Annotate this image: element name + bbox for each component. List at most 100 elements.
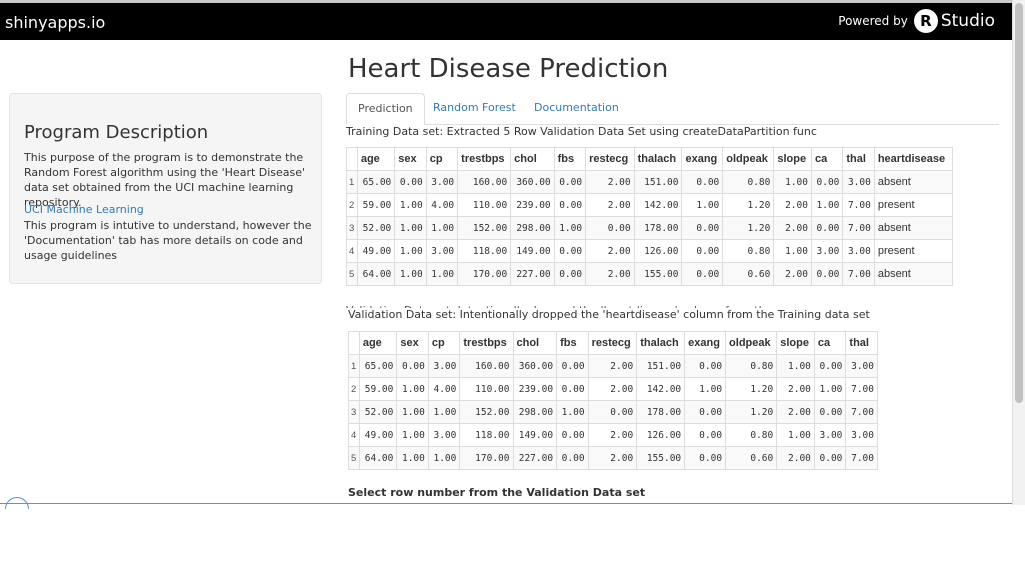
- rstudio-r-icon: R: [913, 9, 938, 33]
- table-cell: 149.00: [512, 423, 558, 447]
- table-row: 4 49.00 1.00 3.00 118.00 149.00 0.00 2.00 126.00…: [348, 423, 878, 447]
- training-col-header: trestbps: [457, 147, 512, 171]
- validation-col-header: slope: [776, 331, 815, 355]
- table-cell: 65.00: [356, 170, 396, 194]
- table-cell: 0.80: [722, 239, 775, 263]
- table-cell: 2.00: [587, 446, 638, 470]
- table-cell: 3.00: [427, 423, 461, 447]
- table-cell: 110.00: [457, 193, 512, 217]
- table-cell: 0.60: [725, 446, 778, 470]
- table-cell: 7.00: [845, 377, 878, 401]
- training-col-header: thal: [842, 147, 875, 171]
- table-cell: 1.00: [773, 170, 812, 194]
- table-cell: 0.00: [553, 170, 587, 194]
- table-cell: 0.00: [681, 262, 724, 286]
- validation-table: age sex cp trestbps chol fbs restecg thalach exa…: [348, 331, 878, 470]
- table-cell: 152.00: [457, 216, 512, 240]
- table-cell: 3.00: [813, 423, 847, 447]
- sidebar-heading: Program Description: [24, 122, 209, 143]
- table-cell: 7.00: [845, 400, 878, 424]
- table-cell: 4.00: [425, 193, 459, 217]
- powered-by-rstudio[interactable]: Powered by R Studio: [838, 9, 995, 33]
- table-cell: 1.00: [394, 239, 427, 263]
- table-cell: 118.00: [459, 423, 514, 447]
- table-cell: 2.00: [776, 400, 815, 424]
- table-cell: 3.00: [425, 239, 459, 263]
- table-cell: 1.00: [776, 354, 815, 378]
- training-col-header: restecg: [585, 147, 635, 171]
- training-col-header: chol: [510, 147, 555, 171]
- row-number: 2: [346, 193, 358, 217]
- table-row: 2 59.00 1.00 4.00 110.00 239.00 0.00 2.00 142.00…: [348, 377, 878, 401]
- scrollbar-thumb[interactable]: [1015, 3, 1023, 403]
- table-cell: 0.80: [725, 354, 778, 378]
- tab-bar: Prediction Random Forest Documentation: [346, 93, 999, 125]
- row-number: 3: [346, 216, 358, 240]
- table-cell: 0.00: [810, 216, 844, 240]
- table-cell: 0.00: [813, 446, 847, 470]
- table-cell: 1.00: [427, 400, 461, 424]
- table-cell: 142.00: [636, 377, 686, 401]
- table-cell: 1.00: [396, 423, 429, 447]
- tab-documentation[interactable]: Documentation: [534, 101, 619, 114]
- table-cell: 1.00: [396, 400, 429, 424]
- table-cell: 1.00: [396, 446, 429, 470]
- table-cell: 65.00: [358, 354, 398, 378]
- table-cell: absent: [873, 216, 954, 240]
- table-cell: 126.00: [633, 239, 683, 263]
- table-cell: 0.00: [681, 170, 724, 194]
- table-cell: present: [873, 239, 954, 263]
- table-cell: 1.00: [427, 446, 461, 470]
- table-cell: 110.00: [459, 377, 514, 401]
- table-cell: 170.00: [457, 262, 512, 286]
- training-col-header: heartdisease: [873, 147, 954, 171]
- table-cell: 160.00: [457, 170, 512, 194]
- table-cell: 1.00: [556, 400, 589, 424]
- table-cell: 155.00: [636, 446, 686, 470]
- table-cell: 2.00: [773, 193, 812, 217]
- validation-col-header: restecg: [587, 331, 638, 355]
- table-cell: 49.00: [356, 239, 396, 263]
- table-cell: 0.00: [681, 239, 724, 263]
- tab-random-forest[interactable]: Random Forest: [433, 101, 516, 114]
- row-number: 2: [348, 377, 360, 401]
- validation-col-header: oldpeak: [725, 331, 778, 355]
- table-cell: 3.00: [842, 170, 875, 194]
- table-cell: 49.00: [358, 423, 398, 447]
- table-cell: 7.00: [845, 446, 878, 470]
- table-cell: 2.00: [585, 239, 635, 263]
- brand-logo[interactable]: shinyapps.io: [5, 13, 106, 32]
- vertical-scrollbar[interactable]: [1012, 0, 1025, 505]
- table-cell: 0.80: [725, 423, 778, 447]
- training-col-header: [346, 147, 358, 171]
- table-cell: 1.00: [425, 216, 459, 240]
- table-cell: 0.00: [553, 193, 587, 217]
- table-cell: 0.00: [681, 216, 724, 240]
- table-row: 4 49.00 1.00 3.00 118.00 149.00 0.00 2.00 126.00…: [346, 239, 954, 263]
- training-caption: Training Data set: Extracted 5 Row Valid…: [346, 125, 817, 138]
- validation-caption-ghost: Validation Data set: Intentionally dropp…: [346, 304, 816, 308]
- validation-col-header: thal: [845, 331, 878, 355]
- table-cell: 1.00: [681, 193, 724, 217]
- row-number: 3: [348, 400, 360, 424]
- table-cell: 2.00: [585, 170, 635, 194]
- row-number: 4: [346, 239, 358, 263]
- table-row: 1 65.00 0.00 3.00 160.00 360.00 0.00 2.00 151.00…: [346, 170, 954, 194]
- validation-col-header: cp: [427, 331, 461, 355]
- validation-col-header: exang: [684, 331, 727, 355]
- uci-link[interactable]: UCI Machine Learning: [24, 203, 144, 216]
- table-cell: 160.00: [459, 354, 514, 378]
- table-cell: 0.00: [396, 354, 429, 378]
- table-cell: 155.00: [633, 262, 683, 286]
- validation-col-header: chol: [512, 331, 558, 355]
- table-cell: 59.00: [356, 193, 396, 217]
- table-cell: 2.00: [585, 262, 635, 286]
- table-cell: 1.00: [684, 377, 727, 401]
- tab-prediction[interactable]: Prediction: [346, 93, 425, 125]
- table-cell: absent: [873, 170, 954, 194]
- table-cell: 142.00: [633, 193, 683, 217]
- table-cell: 0.00: [585, 216, 635, 240]
- sidebar-panel: Program Description This purpose of the …: [9, 93, 322, 284]
- training-col-header: exang: [681, 147, 724, 171]
- program-description-2: This program is intutive to understand, …: [24, 219, 312, 262]
